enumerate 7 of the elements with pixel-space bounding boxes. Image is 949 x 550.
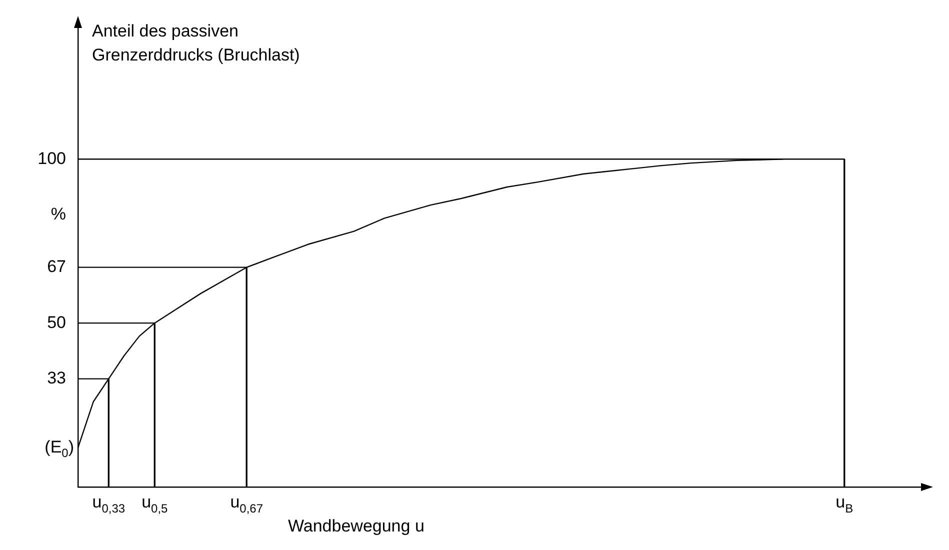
y-tick-label: 33 — [47, 368, 66, 388]
y-axis-title: Anteil des passiven Grenzerddrucks (Bruchlast) — [92, 22, 300, 65]
y-tick-label: 67 — [47, 257, 66, 276]
y-tick-label: % — [50, 204, 66, 224]
y-tick-label: 50 — [47, 312, 66, 332]
x-axis-title: Wandbewegung u — [288, 516, 424, 536]
y-tick-label: 100 — [38, 148, 66, 168]
